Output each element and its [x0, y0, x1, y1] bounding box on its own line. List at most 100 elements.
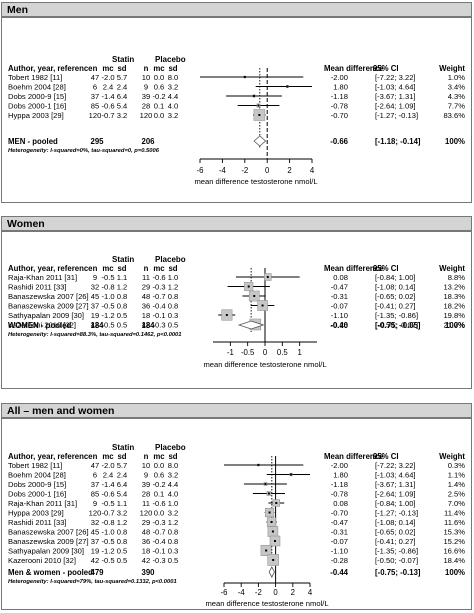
x-tick-label: 4 [308, 588, 313, 597]
statin-n: 19 [91, 547, 99, 556]
statin-mc: -0.7 [101, 509, 114, 518]
heterogeneity-note: Heterogeneity: I-squared=79%, tau-square… [8, 579, 177, 585]
study-mean-difference: -1.10 [331, 547, 348, 556]
mean-difference-header: Mean difference [324, 64, 384, 73]
placebo-sd: 0.8 [168, 302, 179, 311]
placebo-sd: 0.5 [168, 321, 179, 330]
author-column-header: Author, year, reference [8, 452, 93, 461]
placebo-n: 120 [140, 111, 153, 120]
pooled-weight: 100% [445, 137, 465, 146]
statin-sd: 0.5 [117, 556, 128, 565]
x-tick-label: 1 [297, 348, 301, 357]
ci-header: 95% CI [373, 264, 399, 273]
x-tick-label: 0 [273, 588, 278, 597]
statin-n: 19 [91, 311, 99, 320]
statin-mc: 2.4 [103, 471, 114, 480]
ci-header: 95% CI [373, 64, 399, 73]
point-estimate [225, 314, 228, 316]
placebo-n: 29 [142, 518, 150, 527]
x-tick-label: -6 [197, 166, 204, 175]
placebo-sd: 0.8 [168, 528, 179, 537]
statin-n: 37 [91, 480, 99, 489]
placebo-sd: 1.0 [168, 499, 179, 508]
statin-sd: 1.1 [117, 499, 128, 508]
point-estimate [257, 464, 260, 466]
statin-n: 85 [91, 490, 99, 499]
statin-n: 47 [91, 461, 99, 470]
study-weight: 8.8% [448, 273, 466, 282]
study-ci: [-0.50; -0.07] [375, 321, 418, 330]
study-label: Kazerooni 2010 [32] [8, 321, 76, 330]
placebo-sd: 0.8 [168, 292, 179, 301]
point-estimate [264, 483, 267, 485]
placebo-n: 36 [142, 302, 150, 311]
pooled-label: Men & women - pooled [8, 568, 93, 577]
statin-mc: -2.0 [101, 73, 114, 82]
study-label: Tobert 1982 [11] [8, 73, 62, 82]
statin-n: 37 [91, 92, 99, 101]
statin-n: 6 [93, 83, 97, 92]
study-mean-difference: -0.31 [331, 292, 348, 301]
placebo-n: 18 [142, 547, 150, 556]
placebo-sd: 4.4 [168, 480, 179, 489]
x-tick-label: 0.5 [277, 348, 289, 357]
placebo-n: 10 [142, 73, 150, 82]
placebo-mc: -0.2 [152, 480, 165, 489]
study-weight: 19.8% [443, 311, 465, 320]
placebo-mc: 0.1 [154, 102, 165, 111]
study-ci: [-0.65; 0.02] [375, 528, 416, 537]
point-estimate [271, 530, 274, 533]
placebo-mc: 0.1 [154, 490, 165, 499]
column-header-sd: sd [168, 452, 177, 461]
placebo-n: 29 [142, 283, 150, 292]
study-label: Banaszewska 2009 [27] [8, 537, 89, 546]
study-weight: 1.4% [448, 480, 466, 489]
study-weight: 2.5% [448, 490, 466, 499]
point-estimate [247, 285, 250, 288]
study-ci: [-0.41; 0.27] [375, 537, 416, 546]
study-weight: 21.7% [443, 321, 465, 330]
point-estimate [286, 85, 289, 88]
study-weight: 15.2% [443, 537, 465, 546]
study-ci: [-2.64; 1.09] [375, 102, 416, 111]
study-mean-difference: -0.47 [331, 283, 348, 292]
pooled-label: MEN - pooled [8, 137, 58, 146]
study-weight: 18.2% [443, 302, 465, 311]
statin-n: 120 [89, 509, 102, 518]
x-axis-label: mean difference testosterone nmol/L [203, 360, 326, 369]
statin-mc: -1.0 [101, 292, 114, 301]
statin-n: 42 [91, 556, 99, 565]
study-mean-difference: 1.80 [333, 83, 348, 92]
statin-mc: -0.8 [101, 518, 114, 527]
placebo-mc: -0.7 [152, 292, 165, 301]
point-estimate [272, 559, 275, 561]
point-estimate [253, 295, 256, 297]
x-tick-label: -4 [238, 588, 246, 597]
statin-sd: 1.1 [117, 273, 128, 282]
mean-difference-header: Mean difference [324, 452, 384, 461]
panel-men [1, 17, 472, 203]
placebo-header: Placebo [155, 255, 186, 264]
placebo-sd: 4.0 [168, 102, 179, 111]
study-label: Tobert 1982 [11] [8, 461, 62, 470]
statin-mc: -0.5 [101, 321, 114, 330]
point-estimate [252, 95, 255, 97]
study-ci: [-0.84; 1.00] [375, 273, 416, 282]
study-weight: 7.7% [448, 102, 466, 111]
statin-mc: -0.5 [101, 556, 114, 565]
point-estimate [261, 304, 264, 307]
study-mean-difference: -1.10 [331, 311, 348, 320]
column-header-sd: sd [117, 452, 126, 461]
study-ci: [-0.84; 1.00] [375, 499, 416, 508]
statin-sd: 1.2 [117, 518, 128, 527]
placebo-mc: -0.1 [152, 547, 165, 556]
placebo-n: 28 [142, 102, 150, 111]
placebo-mc: -0.1 [152, 311, 165, 320]
statin-n: 85 [91, 102, 99, 111]
x-tick-label: 4 [310, 166, 315, 175]
study-weight: 13.2% [443, 283, 465, 292]
column-header-n: n [144, 452, 149, 461]
study-label: Hyppa 2003 [29] [8, 509, 64, 518]
author-column-header: Author, year, reference [8, 264, 93, 273]
